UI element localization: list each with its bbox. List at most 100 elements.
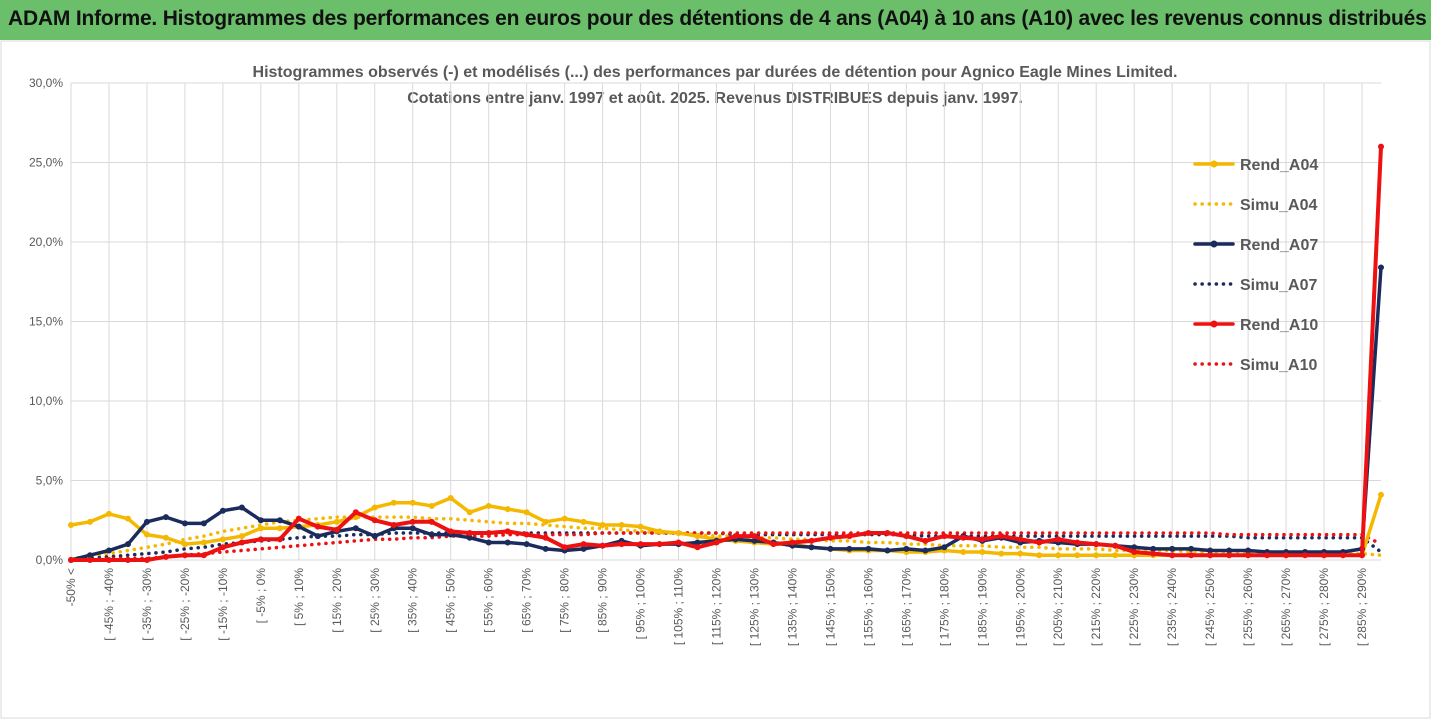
data-point-rend_a04 (200, 539, 207, 546)
x-tick-label: [ 235% ; 240% (1165, 568, 1179, 646)
data-point-rend_a10 (941, 533, 948, 540)
data-point-rend_a07 (903, 545, 910, 552)
x-tick-label: [ 95% ; 100% (634, 568, 648, 640)
data-point-rend_a10 (238, 539, 245, 546)
data-point-rend_a10 (789, 539, 796, 546)
data-point-rend_a10 (1036, 539, 1043, 546)
legend-label-simu_a07: Simu_A07 (1240, 277, 1317, 294)
x-tick-label: [ 195% ; 200% (1013, 568, 1027, 646)
data-point-rend_a10 (618, 541, 625, 548)
data-point-rend_a10 (542, 534, 549, 541)
x-tick-label: [ 115% ; 120% (710, 568, 724, 645)
data-point-rend_a07 (238, 504, 245, 511)
data-point-rend_a10 (713, 539, 720, 546)
data-point-rend_a10 (200, 552, 207, 559)
data-point-rend_a04 (504, 506, 511, 513)
x-tick-label: [ -5% ; 0% (254, 568, 268, 624)
chart-area: Histogrammes observés (-) et modélisés (… (0, 40, 1431, 719)
y-tick-label: 5,0% (36, 474, 64, 488)
data-point-rend_a10 (1188, 552, 1195, 559)
data-point-rend_a04 (371, 504, 378, 511)
data-point-rend_a10 (1226, 552, 1233, 559)
data-point-rend_a04 (561, 515, 568, 522)
data-point-rend_a07 (257, 517, 264, 524)
line-chart: 0,0% 5,0% 10,0% 15,0% 20,0% 25,0% 30,0% -50% < [… (0, 40, 1431, 719)
data-point-rend_a10 (1321, 552, 1328, 559)
legend-marker-rend_a04 (1210, 160, 1218, 168)
series-line-simu_a07 (69, 531, 1383, 562)
data-point-rend_a04 (618, 522, 625, 529)
data-point-rend_a07 (523, 541, 530, 548)
data-point-rend_a04 (637, 523, 644, 530)
y-tick-label: 10,0% (29, 394, 63, 408)
data-point-rend_a07 (694, 539, 701, 546)
data-point-rend_a10 (960, 534, 967, 541)
data-point-rend_a10 (1093, 541, 1100, 548)
data-point-rend_a04 (143, 531, 150, 538)
x-tick-label: [ 65% ; 70% (520, 568, 534, 633)
legend-label-rend_a07: Rend_A07 (1240, 237, 1318, 254)
x-tick-label: [ 245% ; 250% (1203, 568, 1217, 646)
series-line-simu_a10 (69, 531, 1383, 562)
data-point-rend_a10 (1302, 552, 1309, 559)
data-point-rend_a10 (827, 534, 834, 541)
data-point-rend_a10 (1283, 552, 1290, 559)
data-point-rend_a04 (1074, 552, 1081, 559)
data-point-rend_a10 (409, 518, 416, 525)
data-point-rend_a04 (428, 502, 435, 509)
data-point-rend_a04 (542, 518, 549, 525)
data-point-rend_a07 (542, 545, 549, 552)
data-point-rend_a04 (181, 541, 188, 548)
data-point-rend_a10 (124, 557, 131, 563)
data-point-rend_a04 (960, 549, 967, 556)
data-point-rend_a10 (1074, 539, 1081, 546)
data-point-rend_a10 (447, 528, 454, 535)
data-point-rend_a10 (998, 533, 1005, 540)
data-point-rend_a04 (86, 518, 93, 525)
data-point-rend_a07 (162, 514, 169, 521)
data-point-rend_a04 (675, 529, 682, 536)
data-point-rend_a04 (523, 509, 530, 516)
x-tick-label: [ 25% ; 30% (368, 568, 382, 633)
x-tick-label: [ 155% ; 160% (861, 568, 875, 646)
chart-title-line1: Histogrammes observés (-) et modélisés (… (252, 64, 1178, 81)
data-point-rend_a10 (86, 557, 93, 563)
data-point-rend_a07 (314, 533, 321, 540)
data-point-rend_a07 (219, 507, 226, 514)
legend-marker-rend_a10 (1210, 320, 1218, 328)
data-point-rend_a07 (428, 531, 435, 538)
data-point-rend_a04 (1093, 552, 1100, 559)
data-point-rend_a07 (1245, 547, 1252, 554)
data-point-rend_a10 (314, 523, 321, 530)
data-point-rend_a10 (637, 541, 644, 548)
data-point-rend_a04 (1017, 550, 1024, 557)
data-point-rend_a07 (808, 544, 815, 551)
data-point-rend_a10 (143, 557, 150, 563)
data-point-rend_a10 (1169, 552, 1176, 559)
data-point-rend_a04 (162, 534, 169, 541)
x-tick-label: [ 135% ; 140% (785, 568, 799, 646)
data-point-rend_a10 (1207, 552, 1214, 559)
data-point-rend_a10 (428, 518, 435, 525)
x-tick-label: [ 165% ; 170% (899, 568, 913, 646)
series-line-rend_a07 (69, 265, 1383, 562)
data-point-rend_a10 (808, 537, 815, 544)
data-point-rend_a10 (105, 557, 112, 563)
x-tick-label: [ -45% ; -40% (102, 568, 116, 641)
report-banner: ADAM Informe. Histogrammes des performan… (0, 0, 1431, 40)
legend-label-simu_a04: Simu_A04 (1240, 197, 1317, 214)
data-point-rend_a07 (827, 545, 834, 552)
x-tick-label: [ 275% ; 280% (1317, 568, 1331, 646)
x-tick-label: [ -25% ; -20% (178, 568, 192, 641)
series-line-rend_a10 (69, 144, 1383, 562)
data-point-rend_a10 (884, 529, 891, 536)
data-point-rend_a10 (751, 533, 758, 540)
data-point-rend_a10 (68, 557, 74, 563)
data-point-rend_a07 (409, 525, 416, 532)
data-point-rend_a10 (1150, 550, 1157, 557)
x-tick-label: [ 45% ; 50% (444, 568, 458, 633)
data-point-rend_a07 (295, 523, 302, 530)
data-point-rend_a07 (124, 541, 131, 548)
data-point-rend_a10 (694, 544, 701, 551)
data-point-rend_a04 (257, 525, 264, 532)
